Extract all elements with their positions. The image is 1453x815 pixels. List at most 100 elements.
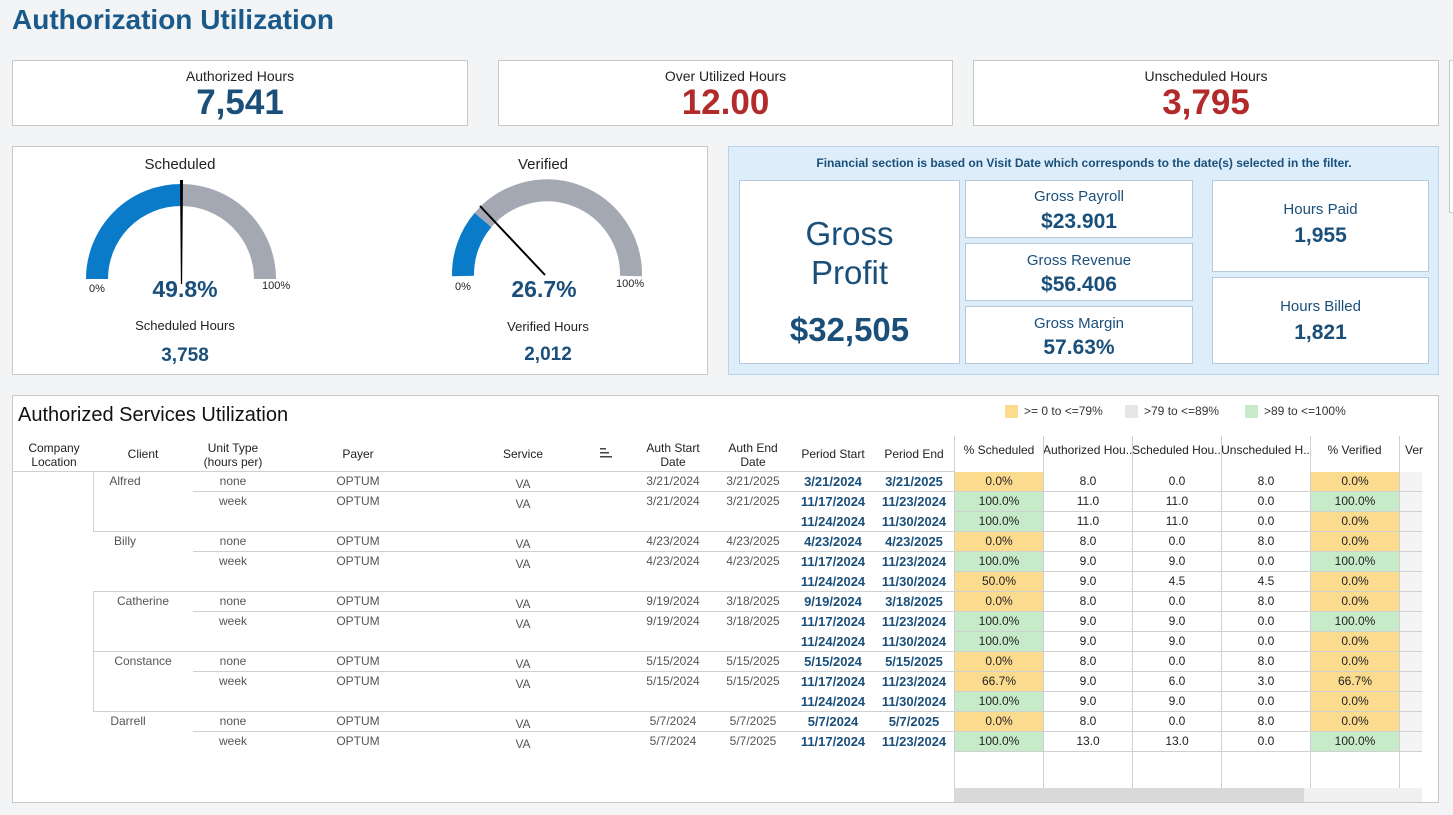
- header-period-start[interactable]: Period Start: [801, 447, 865, 461]
- header-service[interactable]: Service: [502, 447, 543, 461]
- header-scheduled-hours[interactable]: Scheduled Hou..: [1132, 443, 1221, 457]
- card-gross-margin: Gross Margin 57.63%: [965, 306, 1193, 364]
- card-gross-revenue: Gross Revenue $56.406: [965, 243, 1193, 301]
- unit-type-cell: week: [218, 734, 247, 748]
- sort-icon[interactable]: [600, 447, 612, 458]
- period-end-cell: 11/30/2024: [881, 694, 947, 709]
- client-name[interactable]: Alfred: [109, 474, 141, 488]
- unscheduled-hours-cell: 8.0: [1257, 474, 1275, 488]
- authorized-hours-cell: 8.0: [1079, 654, 1097, 668]
- period-end-cell: 3/18/2025: [885, 594, 943, 609]
- pct-scheduled-cell: 66.7%: [955, 672, 1043, 691]
- pct-verified-cell: 0.0%: [1311, 632, 1399, 651]
- unscheduled-hours-cell: 0.0: [1257, 734, 1275, 748]
- hours-paid-label: Hours Paid: [1283, 201, 1358, 218]
- unit-type-cell: week: [218, 494, 247, 508]
- period-end-cell: 5/7/2025: [888, 714, 940, 729]
- header-auth-start-date[interactable]: Auth Start Date: [646, 441, 700, 469]
- kpi-value: 3,795: [1162, 83, 1250, 122]
- header-verified-truncated[interactable]: Ver: [1405, 443, 1424, 457]
- header-auth-end-date[interactable]: Auth End Date: [728, 441, 778, 469]
- scheduled-hours-cell: 0.0: [1168, 534, 1186, 548]
- gross-revenue-label: Gross Revenue: [1026, 252, 1132, 269]
- authorized-hours-cell: 11.0: [1076, 494, 1100, 508]
- page-title: Authorization Utilization: [12, 4, 334, 35]
- gauge-scheduled-percent: 49.8%: [152, 276, 218, 302]
- pct-scheduled-cell: 0.0%: [955, 592, 1043, 611]
- pct-scheduled-cell: 100.0%: [955, 612, 1043, 631]
- client-name[interactable]: Billy: [113, 534, 136, 548]
- verified-truncated-cell: [1400, 592, 1422, 611]
- gross-margin-label: Gross Margin: [1033, 315, 1125, 332]
- financial-panel: Financial section is based on Visit Date…: [728, 146, 1439, 375]
- offscreen-panel-edge: [1449, 60, 1453, 213]
- unit-type-cell: week: [218, 674, 247, 688]
- pct-scheduled-cell: 100.0%: [955, 632, 1043, 651]
- period-start-cell: 11/17/2024: [800, 494, 866, 509]
- gross-profit-value: $32,505: [789, 311, 910, 348]
- period-end-cell: 11/23/2024: [881, 734, 947, 749]
- payer-cell: OPTUM: [336, 614, 380, 628]
- gauge-verified-needle: [479, 205, 546, 276]
- verified-truncated-cell: [1400, 572, 1422, 591]
- header-payer[interactable]: Payer: [342, 447, 374, 461]
- header-unit-type[interactable]: Unit Type (hours per): [203, 441, 263, 469]
- period-start-cell: 11/17/2024: [800, 614, 866, 629]
- kpi-unscheduled-hours: Unscheduled Hours 3,795: [973, 60, 1439, 126]
- authorized-hours-cell: 9.0: [1079, 674, 1097, 688]
- client-name[interactable]: Catherine: [116, 594, 170, 608]
- auth-start-cell: 4/23/2024: [646, 554, 700, 568]
- client-name[interactable]: Constance: [114, 654, 172, 668]
- header-client[interactable]: Client: [127, 447, 159, 461]
- auth-end-cell: 5/7/2025: [729, 714, 777, 728]
- unscheduled-hours-cell: 3.0: [1257, 674, 1275, 688]
- header-unscheduled-hours[interactable]: Unscheduled H..: [1221, 443, 1310, 457]
- scheduled-hours-cell: 13.0: [1165, 734, 1189, 748]
- auth-end-cell: 5/7/2025: [729, 734, 777, 748]
- kpi-over-utilized-hours: Over Utilized Hours 12.00: [498, 60, 953, 126]
- unscheduled-hours-cell: 8.0: [1257, 534, 1275, 548]
- period-start-cell: 5/7/2024: [807, 714, 859, 729]
- payer-cell: OPTUM: [336, 594, 380, 608]
- hours-billed-value: 1,821: [1294, 321, 1347, 344]
- payer-cell: OPTUM: [336, 714, 380, 728]
- legend-item-high: >89 to <=100%: [1245, 404, 1346, 418]
- auth-start-cell: 3/21/2024: [646, 494, 700, 508]
- verified-truncated-cell: [1400, 532, 1422, 551]
- header-authorized-hours[interactable]: Authorized Hou..: [1043, 443, 1132, 457]
- unscheduled-hours-cell: 0.0: [1257, 694, 1275, 708]
- gauge-verified-sub-label: Verified Hours: [507, 319, 589, 334]
- client-name[interactable]: Darrell: [110, 714, 146, 728]
- hours-paid-value: 1,955: [1294, 224, 1347, 247]
- horizontal-scrollbar-thumb[interactable]: [954, 788, 1304, 802]
- scheduled-hours-cell: 11.0: [1165, 514, 1189, 528]
- authorized-hours-cell: 8.0: [1079, 594, 1097, 608]
- authorized-hours-cell: 11.0: [1076, 514, 1100, 528]
- legend-swatch: [1005, 404, 1018, 418]
- service-cell: VA: [515, 557, 531, 571]
- verified-truncated-cell: [1400, 612, 1422, 631]
- pct-verified-cell: 0.0%: [1311, 532, 1399, 551]
- auth-start-cell: 9/19/2024: [646, 614, 700, 628]
- kpi-label: Unscheduled Hours: [1144, 68, 1268, 84]
- header-pct-scheduled[interactable]: % Scheduled: [963, 443, 1035, 457]
- scheduled-hours-cell: 9.0: [1168, 614, 1186, 628]
- header-company-location[interactable]: Company Location: [28, 441, 80, 469]
- horizontal-scrollbar-track[interactable]: [954, 788, 1422, 802]
- auth-end-cell: 3/21/2025: [726, 494, 780, 508]
- header-period-end[interactable]: Period End: [884, 447, 944, 461]
- unscheduled-hours-cell: 8.0: [1257, 654, 1275, 668]
- table-title: Authorized Services Utilization: [18, 404, 289, 426]
- authorized-hours-cell: 9.0: [1079, 554, 1097, 568]
- period-start-cell: 11/24/2024: [800, 694, 866, 709]
- scheduled-hours-cell: 4.5: [1168, 574, 1186, 588]
- service-cell: VA: [515, 537, 531, 551]
- verified-truncated-cell: [1400, 652, 1422, 671]
- pct-verified-cell: 0.0%: [1311, 652, 1399, 671]
- scheduled-hours-cell: 6.0: [1168, 674, 1186, 688]
- header-pct-verified[interactable]: % Verified: [1327, 443, 1382, 457]
- unit-type-cell: none: [219, 474, 247, 488]
- period-end-cell: 11/23/2024: [881, 674, 947, 689]
- gauge-verified-dial: [452, 179, 643, 277]
- legend-label: >79 to <=89%: [1144, 404, 1220, 418]
